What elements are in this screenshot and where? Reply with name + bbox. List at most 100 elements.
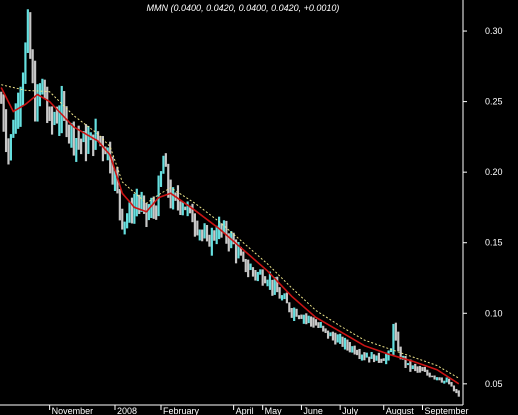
- y-tick-label: 0.10: [485, 308, 503, 318]
- price-bar: [152, 196, 155, 219]
- price-bar: [128, 202, 131, 223]
- price-bar: [336, 334, 339, 343]
- price-bar: [450, 382, 453, 387]
- price-bar: [242, 251, 245, 262]
- price-bar: [368, 356, 371, 363]
- price-bar: [135, 188, 138, 217]
- price-bar: [295, 308, 298, 317]
- y-tick-label: 0.25: [485, 97, 503, 107]
- price-bar: [310, 316, 313, 327]
- price-bar: [385, 352, 388, 365]
- price-bar: [162, 155, 165, 174]
- price-bar: [24, 42, 27, 84]
- price-bar: [75, 138, 78, 162]
- price-bar: [210, 227, 213, 256]
- y-tick-label: 0.30: [485, 26, 503, 36]
- price-bar: [12, 119, 15, 138]
- price-bar: [271, 279, 274, 296]
- x-tick-label: November: [52, 406, 94, 415]
- x-tick-label: February: [163, 406, 200, 415]
- y-axis: 0.30 0.25 0.20 0.15 0.10 0.05: [463, 26, 503, 389]
- price-bar: [43, 79, 46, 100]
- price-bar: [247, 259, 250, 278]
- price-bar: [227, 233, 230, 252]
- price-bar: [60, 85, 63, 134]
- price-bar: [356, 349, 359, 356]
- price-bar: [198, 229, 201, 241]
- price-bar: [36, 84, 39, 122]
- price-bar: [50, 106, 54, 135]
- price-bar: [121, 208, 124, 230]
- price-bar: [113, 170, 117, 191]
- price-bar: [280, 295, 284, 301]
- price-bar: [70, 122, 73, 148]
- price-bar: [82, 130, 85, 143]
- price-bar: [29, 12, 32, 59]
- price-bar: [389, 348, 393, 353]
- price-bar: [433, 375, 436, 380]
- price-bar: [9, 134, 12, 161]
- price-bar: [7, 138, 10, 165]
- x-tick-label: August: [386, 406, 415, 415]
- price-bar: [360, 354, 364, 361]
- price-bar: [435, 377, 439, 381]
- price-bar: [46, 86, 49, 124]
- price-bar: [261, 269, 264, 286]
- price-bar: [84, 124, 88, 162]
- price-bar: [111, 156, 114, 185]
- price-bar: [225, 220, 228, 244]
- x-tick-label: May: [265, 406, 283, 415]
- price-bar: [440, 377, 443, 383]
- chart-title: MMN (0.0400, 0.0420, 0.0400, 0.0420, +0.…: [147, 3, 340, 13]
- price-bar: [377, 352, 380, 363]
- price-bar: [184, 206, 187, 211]
- price-bar: [438, 377, 441, 381]
- price-bar: [53, 111, 56, 126]
- moving-average-short-line: [0, 87, 460, 385]
- price-bar: [285, 292, 288, 304]
- price-bar: [445, 377, 448, 383]
- price-bar: [196, 220, 199, 236]
- price-bar: [208, 234, 211, 247]
- price-bar: [372, 354, 376, 363]
- price-bar: [179, 201, 182, 216]
- price-bar: [99, 135, 102, 147]
- price-bar: [203, 223, 206, 239]
- price-bar: [276, 276, 279, 293]
- price-bar: [331, 331, 334, 341]
- price-bar: [365, 352, 368, 358]
- price-bar: [41, 78, 44, 95]
- price-bar: [0, 91, 3, 104]
- price-bar: [399, 346, 402, 360]
- price-bar: [423, 366, 426, 372]
- price-bar: [92, 134, 95, 157]
- price-bar: [17, 92, 20, 129]
- price-bar: [133, 193, 136, 224]
- price-bar: [317, 322, 320, 328]
- price-bar: [145, 202, 148, 228]
- price-bar: [411, 365, 414, 370]
- price-bar: [101, 136, 104, 162]
- x-tick-label: April: [236, 406, 254, 415]
- price-bar: [428, 372, 431, 378]
- price-bar: [249, 263, 252, 271]
- price-bar: [232, 232, 235, 245]
- price-bar: [312, 317, 315, 328]
- price-bar: [31, 49, 34, 84]
- price-bar: [387, 350, 390, 361]
- x-axis: November 2008 February April May June July Augu…: [49, 405, 469, 415]
- price-bar: [448, 378, 451, 385]
- price-bar: [77, 125, 80, 150]
- price-bar: [268, 271, 272, 290]
- price-bar: [293, 307, 296, 322]
- price-bar: [155, 205, 158, 220]
- price-bar: [38, 83, 42, 107]
- price-bar: [126, 213, 129, 229]
- price-bar: [254, 270, 257, 281]
- price-bar: [288, 302, 291, 313]
- price-bar: [256, 271, 259, 282]
- price-bar: [380, 358, 383, 363]
- price-bar: [351, 346, 354, 353]
- price-bar: [65, 106, 68, 138]
